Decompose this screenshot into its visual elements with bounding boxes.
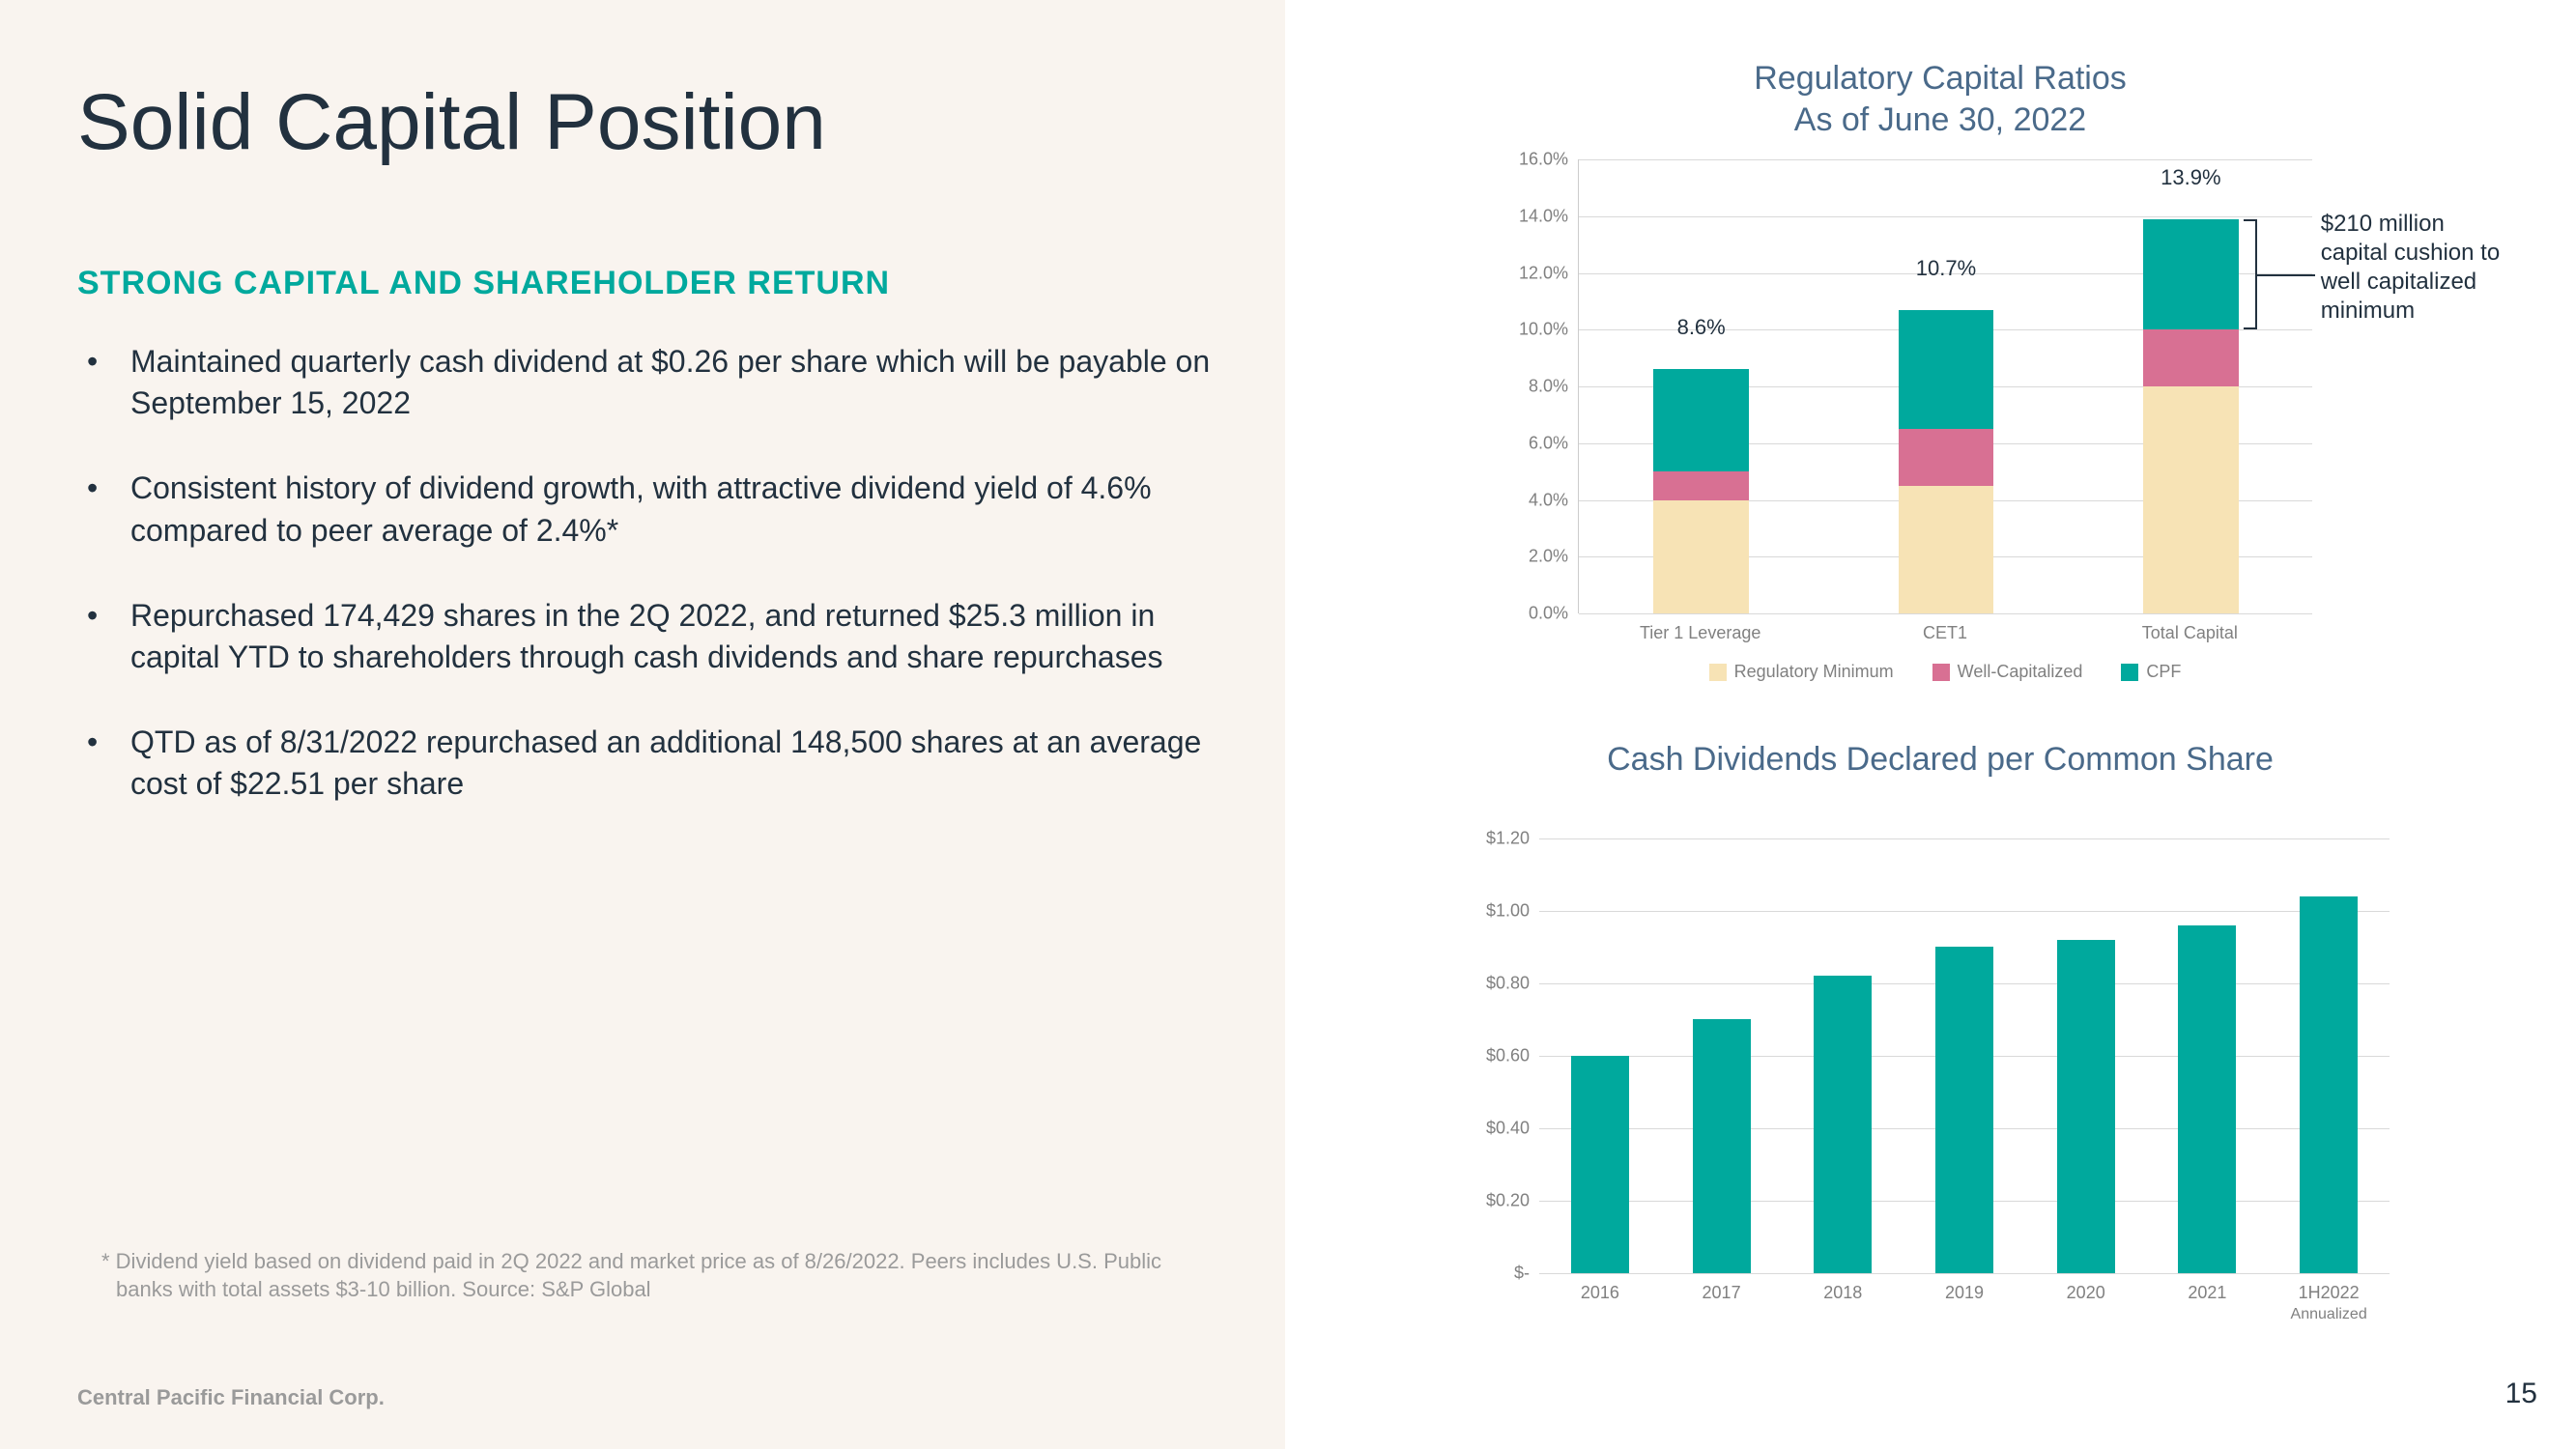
chart1-xlabel: Tier 1 Leverage [1614, 623, 1788, 643]
chart1-bar-segment [1899, 486, 1994, 613]
chart2-ytick: $0.60 [1433, 1045, 1530, 1065]
chart2-bar [2178, 925, 2236, 1273]
chart1-bar-segment [1899, 429, 1994, 486]
chart2-xlabel: 2021 [2159, 1283, 2255, 1303]
chart1-ytick: 4.0% [1481, 490, 1568, 510]
chart1-xlabel: CET1 [1858, 623, 2032, 643]
chart1-bar-segment [1653, 369, 1749, 471]
bullet-list: Maintained quarterly cash dividend at $0… [77, 341, 1217, 806]
chart1-bar-segment [1653, 471, 1749, 499]
chart1-value-label: 13.9% [2142, 165, 2239, 190]
chart2-bar [2057, 940, 2115, 1273]
chart1-legend: Regulatory Minimum Well-Capitalized CPF [1578, 662, 2312, 682]
chart1-xlabel: Total Capital [2103, 623, 2276, 643]
chart1-title-line1: Regulatory Capital Ratios [1343, 58, 2537, 99]
chart2-gridline [1539, 838, 2390, 839]
chart1-plot-area: 8.6% 10.7% 13.9% [1578, 159, 2312, 613]
company-name: Central Pacific Financial Corp. [77, 1385, 385, 1410]
chart2-ytick: $1.20 [1433, 828, 1530, 848]
chart2-ytick: $0.20 [1433, 1190, 1530, 1210]
chart1-legend-item: CPF [2121, 662, 2181, 682]
chart1-value-label: 8.6% [1653, 315, 1750, 340]
chart1-ytick: 8.0% [1481, 377, 1568, 397]
page-title: Solid Capital Position [77, 77, 1217, 168]
chart2-bar [1814, 976, 1872, 1273]
chart1-bar-segment [2143, 386, 2239, 613]
chart2-xlabel: 2017 [1674, 1283, 1770, 1303]
chart1-ytick: 0.0% [1481, 604, 1568, 624]
chart1-legend-item: Regulatory Minimum [1709, 662, 1894, 682]
bullet-item: Maintained quarterly cash dividend at $0… [77, 341, 1217, 424]
callout-line [2257, 274, 2315, 276]
callout-bracket [2244, 219, 2257, 330]
chart2-xlabel: 1H2022Annualized [2280, 1283, 2377, 1323]
page-number: 15 [2505, 1378, 2537, 1410]
chart2-xlabel: 2020 [2038, 1283, 2134, 1303]
chart2-ytick: $- [1433, 1263, 1530, 1283]
chart1-ytick: 16.0% [1481, 150, 1568, 170]
regulatory-capital-chart: 8.6% 10.7% 13.9% 0.0% 2.0% 4.0% 6.0% 8.0% 10.0%… [1481, 159, 2399, 662]
chart1-value-label: 10.7% [1898, 256, 1994, 281]
chart1-gridline [1579, 159, 2312, 160]
chart1-bar-segment [1653, 500, 1749, 614]
chart1-ytick: 10.0% [1481, 320, 1568, 340]
chart2-xlabel: 2019 [1916, 1283, 2013, 1303]
chart2-bar [1571, 1056, 1629, 1273]
left-panel: Solid Capital Position STRONG CAPITAL AN… [0, 0, 1285, 1449]
chart1-ytick: 6.0% [1481, 433, 1568, 453]
chart2-bar [1935, 947, 1993, 1273]
chart1-bar-segment [2143, 219, 2239, 330]
bullet-item: Repurchased 174,429 shares in the 2Q 202… [77, 595, 1217, 678]
chart2-gridline [1539, 1273, 2390, 1274]
chart1-gridline [1579, 216, 2312, 217]
chart2-bar [1693, 1019, 1751, 1273]
chart2-bar [2300, 896, 2358, 1273]
callout-text: $210 million capital cushion to well cap… [2321, 210, 2514, 326]
right-panel: Regulatory Capital Ratios As of June 30,… [1285, 0, 2576, 1449]
chart1-title-line2: As of June 30, 2022 [1343, 99, 2537, 141]
chart1-ytick: 2.0% [1481, 547, 1568, 567]
bullet-item: Consistent history of dividend growth, w… [77, 468, 1217, 551]
chart1-ytick: 12.0% [1481, 263, 1568, 283]
footnote: * Dividend yield based on dividend paid … [97, 1247, 1217, 1304]
subheading: STRONG CAPITAL AND SHAREHOLDER RETURN [77, 265, 1217, 302]
chart2-xlabel: 2018 [1794, 1283, 1891, 1303]
chart2-gridline [1539, 911, 2390, 912]
bullet-item: QTD as of 8/31/2022 repurchased an addit… [77, 722, 1217, 805]
chart2-ytick: $0.80 [1433, 973, 1530, 993]
chart2-plot-area [1539, 838, 2390, 1273]
chart1-legend-item: Well-Capitalized [1932, 662, 2083, 682]
chart1-bar-segment [2143, 329, 2239, 386]
chart1-title: Regulatory Capital Ratios As of June 30,… [1343, 58, 2537, 140]
chart2-xlabel: 2016 [1552, 1283, 1648, 1303]
chart1-bar-segment [1899, 310, 1994, 429]
chart2-title: Cash Dividends Declared per Common Share [1343, 739, 2537, 781]
dividends-chart: $-$0.20$0.40$0.60$0.80$1.00$1.2020162017… [1433, 838, 2447, 1341]
chart1-ytick: 14.0% [1481, 206, 1568, 226]
chart2-ytick: $0.40 [1433, 1118, 1530, 1138]
chart1-gridline [1579, 613, 2312, 614]
chart2-ytick: $1.00 [1433, 900, 1530, 921]
